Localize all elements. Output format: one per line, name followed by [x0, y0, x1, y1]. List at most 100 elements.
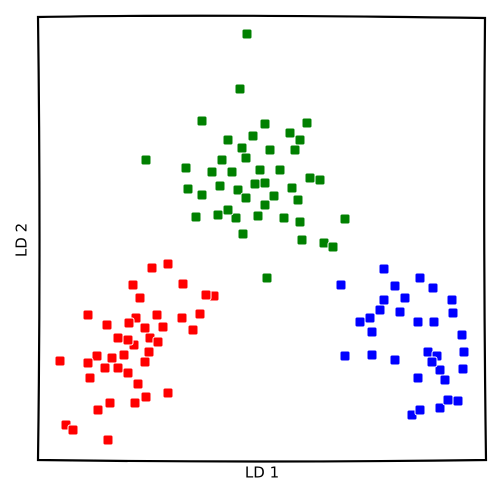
- point: [452, 395, 464, 407]
- point: [123, 317, 135, 329]
- point: [182, 183, 194, 195]
- point: [446, 294, 458, 306]
- point: [284, 127, 296, 139]
- point: [216, 154, 228, 166]
- point: [162, 387, 174, 399]
- point: [412, 372, 424, 384]
- point: [247, 130, 259, 142]
- point: [157, 321, 169, 333]
- point: [129, 397, 141, 409]
- point: [212, 209, 224, 221]
- point: [428, 316, 440, 328]
- point: [187, 324, 199, 336]
- point: [146, 262, 158, 274]
- point: [259, 118, 271, 130]
- point: [101, 319, 113, 331]
- point: [241, 28, 253, 40]
- point: [268, 190, 280, 202]
- point: [151, 309, 163, 321]
- plot-frame: [36, 14, 488, 463]
- point: [240, 192, 252, 204]
- point: [236, 142, 248, 154]
- point: [399, 292, 411, 304]
- y-axis-label: LD 2: [13, 223, 31, 257]
- point: [374, 304, 386, 316]
- point: [294, 216, 306, 228]
- point: [456, 329, 468, 341]
- point: [112, 332, 124, 344]
- point: [314, 174, 326, 186]
- point: [237, 228, 249, 240]
- point: [102, 434, 114, 446]
- point: [278, 212, 290, 224]
- point: [394, 306, 406, 318]
- point: [122, 334, 134, 346]
- point: [82, 309, 94, 321]
- point: [354, 316, 366, 328]
- point: [177, 278, 189, 290]
- point: [232, 184, 244, 196]
- point: [389, 280, 401, 292]
- point: [67, 424, 79, 436]
- point: [196, 189, 208, 201]
- point: [180, 162, 192, 174]
- point: [458, 346, 470, 358]
- point: [84, 372, 96, 384]
- point: [230, 212, 242, 224]
- point: [339, 213, 351, 225]
- point: [286, 182, 298, 194]
- point: [335, 279, 347, 291]
- x-axis-label: LD 1: [245, 464, 279, 482]
- point: [91, 350, 103, 362]
- point: [99, 362, 111, 374]
- point: [447, 307, 459, 319]
- point: [442, 394, 454, 406]
- point: [261, 272, 273, 284]
- point: [234, 83, 246, 95]
- point: [296, 234, 308, 246]
- point: [54, 355, 66, 367]
- point: [206, 166, 218, 178]
- point: [254, 164, 266, 176]
- point: [134, 292, 146, 304]
- point: [427, 282, 439, 294]
- point: [292, 194, 304, 206]
- point: [304, 172, 316, 184]
- point: [289, 144, 301, 156]
- point: [378, 263, 390, 275]
- point: [82, 357, 94, 369]
- point: [412, 316, 424, 328]
- point: [176, 312, 188, 324]
- point: [301, 117, 313, 129]
- point: [366, 349, 378, 361]
- point: [426, 356, 438, 368]
- point: [162, 258, 174, 270]
- point: [414, 404, 426, 416]
- point: [378, 294, 390, 306]
- point: [122, 367, 134, 379]
- point: [222, 204, 234, 216]
- point: [252, 210, 264, 222]
- point: [274, 164, 286, 176]
- point: [389, 354, 401, 366]
- point: [364, 312, 376, 324]
- point: [249, 178, 261, 190]
- point: [196, 115, 208, 127]
- point: [434, 364, 446, 376]
- point: [294, 134, 306, 146]
- point: [366, 326, 378, 338]
- point: [457, 363, 469, 375]
- point: [139, 322, 151, 334]
- point: [143, 346, 155, 358]
- point: [259, 199, 271, 211]
- point: [439, 374, 451, 386]
- point: [152, 336, 164, 348]
- point: [339, 350, 351, 362]
- point: [327, 241, 339, 253]
- point: [240, 152, 252, 164]
- point: [414, 272, 426, 284]
- point: [118, 349, 130, 361]
- point: [140, 391, 152, 403]
- point: [104, 397, 116, 409]
